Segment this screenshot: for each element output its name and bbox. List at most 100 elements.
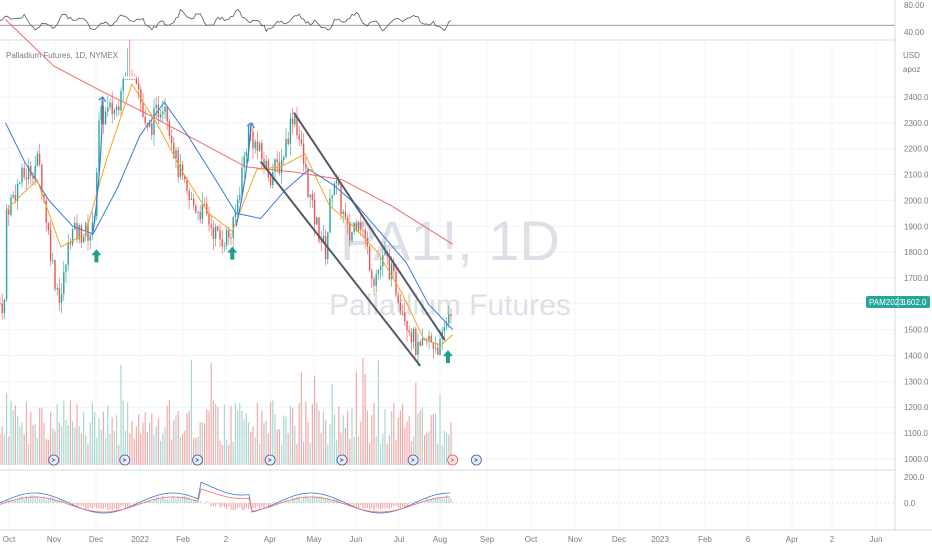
macd-histogram-bar [127,503,128,507]
candle-body [116,106,117,110]
volume-bar [98,419,99,465]
candle-body [2,304,3,314]
time-tick-label: 6 [746,535,751,544]
candle-body [162,112,163,115]
candle-body [292,119,293,125]
candle-body [437,348,438,355]
candle-body [283,157,284,160]
volume-bar [235,404,236,465]
volume-bar [151,413,152,465]
candle-body [420,342,421,346]
candle-body [409,330,410,332]
volume-bar [171,440,172,465]
volume-bar [191,360,192,465]
volume-bar [387,444,388,465]
macd-histogram-bar [160,499,161,503]
candle-body [299,135,300,139]
dividend-event-icon[interactable] [265,455,275,465]
volume-bar [162,434,163,465]
dividend-event-icon[interactable] [120,455,130,465]
volume-bar [32,425,33,465]
volume-bar [39,408,40,465]
macd-histogram-bar [446,495,447,503]
macd-tick-label: 0.0 [904,499,916,508]
watermark: PA1!, 1D Palladium Futures [329,209,571,322]
volume-bar [79,426,80,465]
candle-body [285,139,286,157]
macd-histogram-bar [235,503,236,510]
candle-body [228,230,229,238]
volume-bar [215,404,216,465]
macd-histogram-bar [123,503,124,506]
volume-bar [70,400,71,465]
volume-bar [314,376,315,465]
volume-bar [402,404,403,465]
macd-histogram-bar [389,503,390,509]
candle-body [217,227,218,231]
candle-body [312,194,313,199]
dividend-event-icon[interactable] [408,455,418,465]
candle-body [389,256,390,279]
volume-bar [393,403,394,465]
macd-histogram-bar [360,503,361,505]
macd-histogram-bar [378,503,379,509]
macd-histogram-bar [169,499,170,503]
macd-histogram-bar [301,500,302,503]
volume-bar [255,437,256,465]
dividend-event-icon[interactable] [49,455,59,465]
candle-body [90,235,91,240]
lightning-event-icon[interactable] [448,455,458,465]
macd-histogram-bar [118,503,119,509]
volume-bar [17,416,18,465]
time-tick-label: Jun [870,535,883,544]
macd-histogram-bar [74,503,75,504]
volume-bar [76,404,77,465]
candle-body [376,274,377,286]
volume-bar [24,434,25,465]
volume-bar [138,415,139,465]
macd-histogram-bar [105,503,106,507]
macd-histogram-bar [156,497,157,503]
dividend-event-icon[interactable] [193,455,203,465]
macd-histogram-bar [189,498,190,503]
volume-bar [433,414,434,465]
macd-histogram-bar [259,503,260,509]
volume-bar [376,436,377,465]
dividend-event-icon[interactable] [337,455,347,465]
macd-histogram-bar [266,503,267,506]
macd-histogram-bar [184,496,185,503]
macd-histogram-bar [373,503,374,511]
candle-body [277,159,278,162]
volume-bar [158,418,159,465]
volume-bar [442,445,443,465]
volume-bar [241,411,242,465]
macd-histogram-bar [17,500,18,503]
candle-body [50,230,51,261]
candle-body [213,228,214,239]
candle-body [415,329,416,355]
macd-histogram-bar [182,496,183,503]
volume-bar [35,424,36,465]
volume-bar [0,434,1,465]
candle-body [439,339,440,355]
candle-body [123,79,124,91]
macd-histogram-bar [211,503,212,506]
volume-bar [360,422,361,465]
volume-bar [149,423,150,465]
chart-title: Palladium Futures, 1D, NYMEX [6,51,119,60]
price-axis[interactable]: 2400.02300.02200.02100.02000.01900.01800… [904,93,929,464]
macd-histogram-bar [48,498,49,503]
volume-bar [228,445,229,465]
candle-body [171,136,172,143]
price-tick-label: 1900.0 [904,222,929,231]
volume-bar [153,435,154,465]
oscillator-tick-label: 80.00 [904,1,925,10]
candle-body [241,168,242,196]
volume-bar [164,427,165,465]
volume-bar [87,444,88,465]
candle-body [52,260,53,261]
dividend-event-icon[interactable] [471,455,481,465]
candle-body [167,107,168,121]
